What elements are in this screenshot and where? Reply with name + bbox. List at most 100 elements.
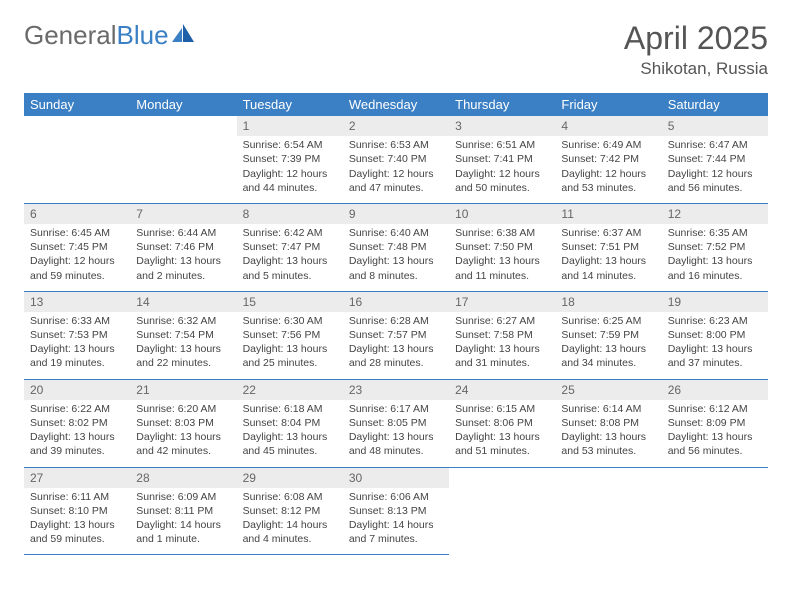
cell-body: Sunrise: 6:51 AMSunset: 7:41 PMDaylight:… — [449, 136, 555, 203]
cell-body: Sunrise: 6:17 AMSunset: 8:05 PMDaylight:… — [343, 400, 449, 467]
sunset-text: Sunset: 7:39 PM — [243, 152, 337, 166]
sunset-text: Sunset: 7:42 PM — [561, 152, 655, 166]
sunset-text: Sunset: 7:46 PM — [136, 240, 230, 254]
calendar-cell: 28Sunrise: 6:09 AMSunset: 8:11 PMDayligh… — [130, 467, 236, 555]
daylight-text: Daylight: 12 hours and 56 minutes. — [668, 167, 762, 195]
cell-body: Sunrise: 6:53 AMSunset: 7:40 PMDaylight:… — [343, 136, 449, 203]
cell-body: Sunrise: 6:27 AMSunset: 7:58 PMDaylight:… — [449, 312, 555, 379]
calendar-cell: 12Sunrise: 6:35 AMSunset: 7:52 PMDayligh… — [662, 203, 768, 291]
cell-body: Sunrise: 6:22 AMSunset: 8:02 PMDaylight:… — [24, 400, 130, 467]
sunrise-text: Sunrise: 6:22 AM — [30, 402, 124, 416]
daylight-text: Daylight: 13 hours and 31 minutes. — [455, 342, 549, 370]
cell-body: Sunrise: 6:11 AMSunset: 8:10 PMDaylight:… — [24, 488, 130, 555]
weekday-header: Saturday — [662, 93, 768, 116]
sunset-text: Sunset: 8:11 PM — [136, 504, 230, 518]
sunset-text: Sunset: 7:45 PM — [30, 240, 124, 254]
sunset-text: Sunset: 7:50 PM — [455, 240, 549, 254]
calendar-cell: 7Sunrise: 6:44 AMSunset: 7:46 PMDaylight… — [130, 203, 236, 291]
sunrise-text: Sunrise: 6:40 AM — [349, 226, 443, 240]
sunrise-text: Sunrise: 6:27 AM — [455, 314, 549, 328]
logo-text-2: Blue — [117, 20, 169, 51]
calendar-cell: 21Sunrise: 6:20 AMSunset: 8:03 PMDayligh… — [130, 379, 236, 467]
day-number: 2 — [343, 116, 449, 136]
logo: GeneralBlue — [24, 20, 194, 51]
day-number: 12 — [662, 204, 768, 224]
sunrise-text: Sunrise: 6:28 AM — [349, 314, 443, 328]
daylight-text: Daylight: 13 hours and 45 minutes. — [243, 430, 337, 458]
day-number: 22 — [237, 380, 343, 400]
day-number: 30 — [343, 468, 449, 488]
calendar-cell: 5Sunrise: 6:47 AMSunset: 7:44 PMDaylight… — [662, 116, 768, 203]
daylight-text: Daylight: 14 hours and 1 minute. — [136, 518, 230, 546]
daylight-text: Daylight: 13 hours and 11 minutes. — [455, 254, 549, 282]
cell-body: Sunrise: 6:38 AMSunset: 7:50 PMDaylight:… — [449, 224, 555, 291]
daylight-text: Daylight: 13 hours and 48 minutes. — [349, 430, 443, 458]
sunset-text: Sunset: 8:13 PM — [349, 504, 443, 518]
daylight-text: Daylight: 13 hours and 34 minutes. — [561, 342, 655, 370]
calendar-cell: 23Sunrise: 6:17 AMSunset: 8:05 PMDayligh… — [343, 379, 449, 467]
day-number: 27 — [24, 468, 130, 488]
cell-body: Sunrise: 6:54 AMSunset: 7:39 PMDaylight:… — [237, 136, 343, 203]
sunset-text: Sunset: 8:03 PM — [136, 416, 230, 430]
sunrise-text: Sunrise: 6:11 AM — [30, 490, 124, 504]
weekday-header: Tuesday — [237, 93, 343, 116]
logo-sail-icon — [172, 20, 194, 51]
cell-body: Sunrise: 6:25 AMSunset: 7:59 PMDaylight:… — [555, 312, 661, 379]
day-number: 18 — [555, 292, 661, 312]
cell-body: Sunrise: 6:09 AMSunset: 8:11 PMDaylight:… — [130, 488, 236, 555]
cell-body: Sunrise: 6:18 AMSunset: 8:04 PMDaylight:… — [237, 400, 343, 467]
calendar-week-row: 1Sunrise: 6:54 AMSunset: 7:39 PMDaylight… — [24, 116, 768, 203]
daylight-text: Daylight: 12 hours and 59 minutes. — [30, 254, 124, 282]
calendar-cell: 30Sunrise: 6:06 AMSunset: 8:13 PMDayligh… — [343, 467, 449, 555]
sunset-text: Sunset: 7:57 PM — [349, 328, 443, 342]
sunrise-text: Sunrise: 6:20 AM — [136, 402, 230, 416]
day-number: 20 — [24, 380, 130, 400]
calendar-cell: 18Sunrise: 6:25 AMSunset: 7:59 PMDayligh… — [555, 291, 661, 379]
sunrise-text: Sunrise: 6:17 AM — [349, 402, 443, 416]
sunrise-text: Sunrise: 6:18 AM — [243, 402, 337, 416]
calendar-cell: 27Sunrise: 6:11 AMSunset: 8:10 PMDayligh… — [24, 467, 130, 555]
sunset-text: Sunset: 8:09 PM — [668, 416, 762, 430]
calendar-cell — [555, 467, 661, 555]
weekday-header: Monday — [130, 93, 236, 116]
sunrise-text: Sunrise: 6:38 AM — [455, 226, 549, 240]
daylight-text: Daylight: 13 hours and 22 minutes. — [136, 342, 230, 370]
day-number: 7 — [130, 204, 236, 224]
daylight-text: Daylight: 13 hours and 5 minutes. — [243, 254, 337, 282]
sunrise-text: Sunrise: 6:23 AM — [668, 314, 762, 328]
calendar-cell: 17Sunrise: 6:27 AMSunset: 7:58 PMDayligh… — [449, 291, 555, 379]
cell-body: Sunrise: 6:37 AMSunset: 7:51 PMDaylight:… — [555, 224, 661, 291]
title-block: April 2025 Shikotan, Russia — [624, 20, 768, 79]
daylight-text: Daylight: 13 hours and 16 minutes. — [668, 254, 762, 282]
sunrise-text: Sunrise: 6:15 AM — [455, 402, 549, 416]
day-number: 23 — [343, 380, 449, 400]
sunset-text: Sunset: 8:00 PM — [668, 328, 762, 342]
sunrise-text: Sunrise: 6:47 AM — [668, 138, 762, 152]
cell-body: Sunrise: 6:42 AMSunset: 7:47 PMDaylight:… — [237, 224, 343, 291]
cell-body: Sunrise: 6:33 AMSunset: 7:53 PMDaylight:… — [24, 312, 130, 379]
sunset-text: Sunset: 7:44 PM — [668, 152, 762, 166]
day-number: 8 — [237, 204, 343, 224]
daylight-text: Daylight: 12 hours and 53 minutes. — [561, 167, 655, 195]
sunrise-text: Sunrise: 6:32 AM — [136, 314, 230, 328]
weekday-header: Friday — [555, 93, 661, 116]
sunrise-text: Sunrise: 6:54 AM — [243, 138, 337, 152]
calendar-cell: 4Sunrise: 6:49 AMSunset: 7:42 PMDaylight… — [555, 116, 661, 203]
cell-body: Sunrise: 6:49 AMSunset: 7:42 PMDaylight:… — [555, 136, 661, 203]
sunset-text: Sunset: 7:48 PM — [349, 240, 443, 254]
day-number: 26 — [662, 380, 768, 400]
sunrise-text: Sunrise: 6:44 AM — [136, 226, 230, 240]
calendar-cell: 1Sunrise: 6:54 AMSunset: 7:39 PMDaylight… — [237, 116, 343, 203]
day-number: 16 — [343, 292, 449, 312]
daylight-text: Daylight: 13 hours and 37 minutes. — [668, 342, 762, 370]
cell-body: Sunrise: 6:45 AMSunset: 7:45 PMDaylight:… — [24, 224, 130, 291]
daylight-text: Daylight: 12 hours and 44 minutes. — [243, 167, 337, 195]
calendar-body: 1Sunrise: 6:54 AMSunset: 7:39 PMDaylight… — [24, 116, 768, 555]
cell-body: Sunrise: 6:08 AMSunset: 8:12 PMDaylight:… — [237, 488, 343, 555]
sunrise-text: Sunrise: 6:37 AM — [561, 226, 655, 240]
calendar-week-row: 6Sunrise: 6:45 AMSunset: 7:45 PMDaylight… — [24, 203, 768, 291]
sunset-text: Sunset: 7:52 PM — [668, 240, 762, 254]
daylight-text: Daylight: 14 hours and 7 minutes. — [349, 518, 443, 546]
daylight-text: Daylight: 14 hours and 4 minutes. — [243, 518, 337, 546]
calendar-week-row: 27Sunrise: 6:11 AMSunset: 8:10 PMDayligh… — [24, 467, 768, 555]
